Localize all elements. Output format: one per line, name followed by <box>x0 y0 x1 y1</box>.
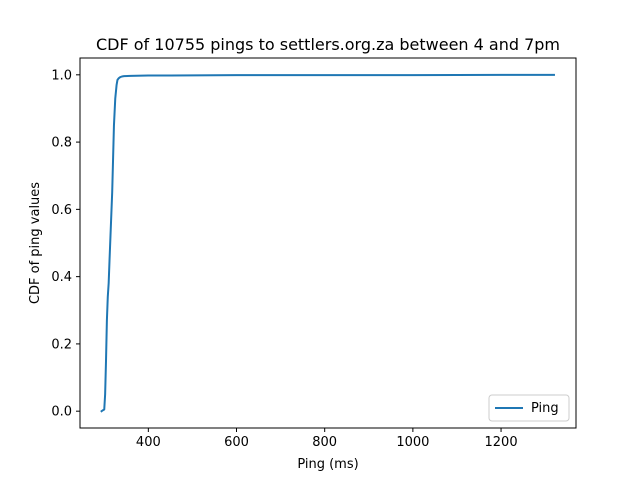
series-line-ping <box>100 73 555 413</box>
x-tick-label: 600 <box>224 435 249 450</box>
y-tick-label: 0.0 <box>51 405 72 420</box>
axes-background <box>80 58 576 428</box>
y-tick-label: 1.0 <box>51 68 72 83</box>
y-axis-ticks: 0.0 0.2 0.4 0.6 0.8 1.0 <box>51 68 80 420</box>
x-axis-label: Ping (ms) <box>297 457 358 472</box>
y-tick-label: 0.2 <box>51 337 72 352</box>
y-tick-label: 0.6 <box>51 203 72 218</box>
series-group <box>100 73 555 413</box>
x-tick-label: 800 <box>312 435 337 450</box>
x-tick-label: 1200 <box>485 435 518 450</box>
chart-title: CDF of 10755 pings to settlers.org.za be… <box>96 35 560 54</box>
x-tick-label: 400 <box>136 435 161 450</box>
y-axis-label: CDF of ping values <box>28 182 43 304</box>
y-tick-label: 0.8 <box>51 136 72 151</box>
legend-label: Ping <box>531 401 559 416</box>
legend-box <box>488 394 570 422</box>
x-axis-ticks: 400 600 800 1000 1200 <box>136 428 518 450</box>
plot-area <box>80 58 576 428</box>
x-tick-label: 1000 <box>396 435 429 450</box>
legend: Ping <box>488 394 570 422</box>
y-tick-label: 0.4 <box>51 270 72 285</box>
axes-frame <box>79 57 577 429</box>
